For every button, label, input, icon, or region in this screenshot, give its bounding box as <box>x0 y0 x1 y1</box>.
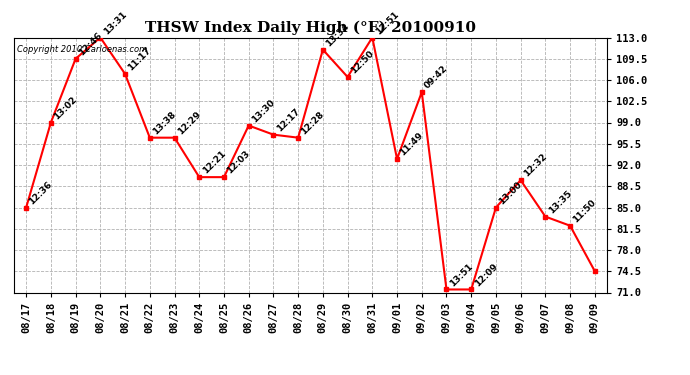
Text: 12:09: 12:09 <box>473 261 499 288</box>
Text: 12:03: 12:03 <box>226 149 252 176</box>
Text: 11:17: 11:17 <box>126 46 153 72</box>
Title: THSW Index Daily High (°F) 20100910: THSW Index Daily High (°F) 20100910 <box>145 21 476 35</box>
Text: 13:00: 13:00 <box>497 180 524 206</box>
Text: 12:28: 12:28 <box>299 110 326 136</box>
Text: 12:29: 12:29 <box>176 110 203 136</box>
Text: 12:21: 12:21 <box>201 149 227 176</box>
Text: 13:34: 13:34 <box>324 21 351 48</box>
Text: 13:35: 13:35 <box>546 189 573 215</box>
Text: 12:46: 12:46 <box>77 31 104 57</box>
Text: 13:30: 13:30 <box>250 98 277 124</box>
Text: 13:31: 13:31 <box>101 9 128 36</box>
Text: 09:42: 09:42 <box>423 64 450 91</box>
Text: 12:32: 12:32 <box>522 152 549 179</box>
Text: 12:36: 12:36 <box>28 180 54 206</box>
Text: 11:50: 11:50 <box>571 198 598 224</box>
Text: 13:51: 13:51 <box>448 261 475 288</box>
Text: 13:02: 13:02 <box>52 94 79 121</box>
Text: 13:38: 13:38 <box>151 110 178 136</box>
Text: 12:50: 12:50 <box>349 49 375 76</box>
Text: 11:49: 11:49 <box>398 131 425 158</box>
Text: 12:51: 12:51 <box>374 9 400 36</box>
Text: Copyright 2010 Carloenas.com: Copyright 2010 Carloenas.com <box>17 45 147 54</box>
Text: 12:17: 12:17 <box>275 106 302 133</box>
